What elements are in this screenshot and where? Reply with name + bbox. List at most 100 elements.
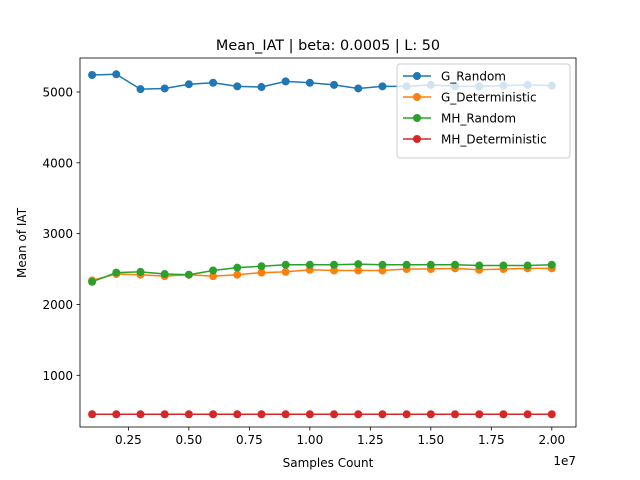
- data-point-MH_Random: [257, 262, 266, 271]
- legend-marker: [413, 114, 421, 122]
- legend-item-MH_Deterministic: MH_Deterministic: [403, 133, 547, 147]
- data-point-MH_Random: [136, 267, 145, 276]
- axes-layer: 0.25 0.50 0.75 1.00 1.25 1.50 1.75 2.00 1000 2000…: [42, 57, 577, 447]
- series-line-MH_Random: [91, 263, 553, 283]
- data-point-MH_Random: [112, 268, 121, 277]
- data-point-MH_Deterministic: [475, 410, 484, 419]
- x-tick-label: 0.25: [115, 433, 142, 447]
- data-point-MH_Random: [160, 270, 169, 279]
- data-point-MH_Deterministic: [547, 410, 556, 419]
- x-tick-label: 0.50: [176, 433, 203, 447]
- legend-item-G_Deterministic: G_Deterministic: [403, 91, 537, 105]
- x-axis-offset-label: 1e7: [553, 454, 576, 468]
- data-point-G_Random: [88, 70, 97, 79]
- data-point-MH_Deterministic: [451, 410, 460, 419]
- legend-label: MH_Deterministic: [441, 133, 547, 147]
- data-point-G_Random: [209, 78, 218, 87]
- y-tick-label: 3000: [42, 227, 73, 241]
- data-point-MH_Deterministic: [378, 410, 387, 419]
- data-point-MH_Random: [354, 260, 363, 269]
- data-point-G_Deterministic: [354, 266, 363, 275]
- data-point-MH_Random: [499, 261, 508, 270]
- data-point-MH_Deterministic: [330, 410, 339, 419]
- data-point-MH_Random: [209, 266, 218, 275]
- data-point-MH_Deterministic: [184, 410, 193, 419]
- data-point-MH_Deterministic: [354, 410, 363, 419]
- data-point-G_Deterministic: [233, 270, 242, 279]
- data-point-G_Deterministic: [209, 272, 218, 281]
- data-point-MH_Random: [330, 260, 339, 269]
- data-point-G_Random: [354, 84, 363, 93]
- data-point-MH_Deterministic: [499, 410, 508, 419]
- y-tick-label: 5000: [42, 85, 73, 99]
- data-point-G_Deterministic: [281, 267, 290, 276]
- data-point-MH_Deterministic: [88, 410, 97, 419]
- legend-marker: [413, 72, 421, 80]
- data-point-G_Random: [160, 84, 169, 93]
- data-point-MH_Random: [305, 260, 314, 269]
- data-point-MH_Deterministic: [257, 410, 266, 419]
- y-tick-label: 2000: [42, 298, 73, 312]
- data-point-MH_Random: [426, 260, 435, 269]
- data-point-MH_Random: [451, 260, 460, 269]
- x-tick-label: 1.50: [417, 433, 444, 447]
- data-point-MH_Deterministic: [233, 410, 242, 419]
- series-MH_Deterministic: [88, 410, 556, 419]
- data-point-MH_Random: [233, 263, 242, 272]
- data-point-MH_Deterministic: [160, 410, 169, 419]
- legend-label: G_Deterministic: [441, 91, 537, 105]
- data-point-G_Random: [378, 82, 387, 91]
- data-point-G_Random: [112, 70, 121, 79]
- axes-frame: [79, 57, 577, 428]
- data-point-MH_Random: [402, 260, 411, 269]
- data-point-MH_Deterministic: [523, 410, 532, 419]
- data-point-G_Random: [257, 83, 266, 92]
- series-layer: [88, 70, 556, 419]
- data-point-G_Random: [184, 80, 193, 89]
- data-point-MH_Random: [378, 260, 387, 269]
- data-point-G_Deterministic: [257, 268, 266, 277]
- legend-box: [396, 63, 571, 159]
- data-point-MH_Deterministic: [136, 410, 145, 419]
- series-MH_Random: [88, 260, 556, 286]
- data-point-G_Random: [281, 77, 290, 86]
- data-point-MH_Random: [475, 261, 484, 270]
- x-tick-label: 2.00: [538, 433, 565, 447]
- legend-item-MH_Random: MH_Random: [403, 112, 516, 126]
- data-point-G_Random: [330, 80, 339, 89]
- data-point-G_Random: [305, 78, 314, 87]
- data-point-MH_Random: [281, 260, 290, 269]
- data-point-MH_Deterministic: [305, 410, 314, 419]
- x-tick-label: 0.75: [236, 433, 263, 447]
- data-point-MH_Random: [523, 261, 532, 270]
- y-tick-label: 1000: [42, 369, 73, 383]
- data-point-MH_Deterministic: [112, 410, 121, 419]
- legend-marker: [413, 135, 421, 143]
- x-tick-label: 1.00: [296, 433, 323, 447]
- data-point-MH_Deterministic: [426, 410, 435, 419]
- data-point-G_Random: [233, 82, 242, 91]
- legend-label: G_Random: [441, 70, 506, 84]
- legend: G_Random G_Deterministic MH_Random MH_Deter…: [396, 63, 571, 159]
- x-tick-label: 1.75: [478, 433, 505, 447]
- series-line-G_Deterministic: [91, 267, 553, 282]
- data-point-G_Deterministic: [378, 266, 387, 275]
- legend-marker: [413, 93, 421, 101]
- data-point-MH_Random: [184, 270, 193, 279]
- y-axis-label: Mean of IAT: [15, 207, 29, 278]
- data-point-MH_Random: [547, 260, 556, 269]
- y-tick-label: 4000: [42, 156, 73, 170]
- data-point-G_Random: [136, 85, 145, 94]
- data-point-MH_Deterministic: [209, 410, 218, 419]
- data-point-G_Deterministic: [330, 266, 339, 275]
- x-axis-label: Samples Count: [283, 456, 374, 470]
- x-tick-label: 1.25: [357, 433, 384, 447]
- chart-title: Mean_IAT | beta: 0.0005 | L: 50: [216, 38, 440, 54]
- data-point-MH_Deterministic: [402, 410, 411, 419]
- data-point-MH_Random: [88, 277, 97, 286]
- legend-item-G_Random: G_Random: [403, 70, 506, 84]
- legend-label: MH_Random: [441, 112, 516, 126]
- data-point-MH_Deterministic: [281, 410, 290, 419]
